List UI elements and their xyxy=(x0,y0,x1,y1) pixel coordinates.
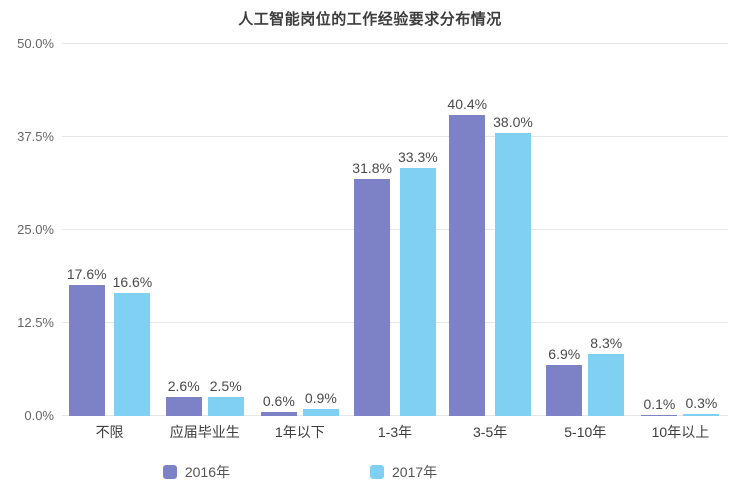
plot-area: 17.6% 16.6% 2.6% 2.5% 0.6% 0.9% 31.8% 33.3% 40.4… xyxy=(62,44,728,416)
gridline xyxy=(62,415,728,416)
bar-group-1: 17.6% 16.6% xyxy=(62,44,157,416)
bar-wrap: 31.8% xyxy=(352,160,392,416)
bar-value-label: 2.6% xyxy=(167,377,200,394)
bar-wrap: 38.0% xyxy=(493,114,533,416)
legend-swatch-2017 xyxy=(370,465,384,479)
bar-2016年[interactable] xyxy=(641,415,678,416)
bar-2016年[interactable] xyxy=(354,179,391,416)
bar-2017年[interactable] xyxy=(114,292,151,416)
bar-value-label: 38.0% xyxy=(493,114,533,131)
bar-value-label: 0.6% xyxy=(262,392,295,409)
legend-label-2016: 2016年 xyxy=(184,464,230,480)
x-axis-label: 10年以上 xyxy=(651,424,710,440)
x-axis-label: 1年以下 xyxy=(274,424,325,440)
bar-group-5: 40.4% 38.0% xyxy=(443,44,538,416)
bar-value-label: 0.3% xyxy=(685,394,718,411)
bar-value-label: 0.9% xyxy=(304,390,337,407)
x-axis-labels: 不限 应届毕业生 1年以下 1-3年 3-5年 5-10年 10年以上 xyxy=(62,422,728,442)
legend-label-2017: 2017年 xyxy=(392,464,438,480)
y-tick-label: 0.0% xyxy=(24,408,54,423)
x-axis-label: 应届毕业生 xyxy=(169,424,240,440)
bar-wrap: 2.5% xyxy=(207,378,244,416)
bar-value-label: 17.6% xyxy=(66,266,107,283)
y-tick-label: 50.0% xyxy=(17,36,54,51)
bar-group-4: 31.8% 33.3% xyxy=(347,44,442,416)
bar-2016年[interactable] xyxy=(68,285,105,416)
gridlines xyxy=(62,43,728,416)
bar-2017年[interactable] xyxy=(399,168,436,416)
bar-value-label: 33.3% xyxy=(397,149,438,166)
bar-wrap: 16.6% xyxy=(112,273,153,416)
bar-2017年[interactable] xyxy=(494,133,531,416)
bar-value-label: 31.8% xyxy=(352,160,392,177)
gridline xyxy=(62,43,728,44)
gridline xyxy=(62,136,728,137)
bar-value-label: 16.6% xyxy=(112,273,153,290)
bar-value-label: 2.5% xyxy=(209,378,242,395)
bar-value-label: 6.9% xyxy=(548,345,581,362)
gridline xyxy=(62,229,728,230)
bar-group-3: 0.6% 0.9% xyxy=(252,44,347,416)
bar-2016年[interactable] xyxy=(546,364,583,416)
legend-item-2017[interactable]: 2017年 xyxy=(370,462,437,482)
x-axis-label: 5-10年 xyxy=(564,424,607,440)
bar-group-6: 6.9% 8.3% xyxy=(538,44,633,416)
x-axis-label: 不限 xyxy=(95,424,124,440)
bar-value-label: 8.3% xyxy=(590,335,623,352)
bar-2017年[interactable] xyxy=(207,397,244,416)
bar-2017年[interactable] xyxy=(683,413,720,416)
bar-2016年[interactable] xyxy=(165,396,202,416)
chart-title: 人工智能岗位的工作经验要求分布情况 xyxy=(238,11,502,28)
bar-wrap: 40.4% xyxy=(447,96,487,416)
legend: 2016年 2017年 xyxy=(0,462,670,482)
bar-wrap: 2.6% xyxy=(165,377,202,416)
bar-2017年[interactable] xyxy=(302,409,339,416)
bar-group-2: 2.6% 2.5% xyxy=(157,44,252,416)
y-tick-label: 25.0% xyxy=(17,222,54,237)
y-tick-label: 37.5% xyxy=(17,129,54,144)
bar-2017年[interactable] xyxy=(588,354,625,416)
bar-wrap: 0.9% xyxy=(302,390,339,416)
legend-swatch-2016 xyxy=(162,465,177,479)
bar-wrap: 0.1% xyxy=(641,396,678,416)
bar-wrap: 33.3% xyxy=(398,149,438,416)
bar-wrap: 8.3% xyxy=(588,335,625,416)
y-axis: 0.0% 12.5% 25.0% 37.5% 50.0% xyxy=(0,36,54,423)
bar-2016年[interactable] xyxy=(260,411,297,416)
bar-wrap: 0.6% xyxy=(260,392,297,416)
bar-wrap: 6.9% xyxy=(546,345,583,416)
gridline xyxy=(62,322,728,323)
legend-item-2016[interactable]: 2016年 xyxy=(162,462,230,482)
x-axis-label: 3-5年 xyxy=(473,424,508,440)
bar-2016年[interactable] xyxy=(449,115,486,416)
bar-wrap: 0.3% xyxy=(683,394,720,416)
bar-group-7: 0.1% 0.3% xyxy=(633,44,728,416)
bar-value-label: 0.1% xyxy=(643,396,676,412)
y-tick-label: 12.5% xyxy=(17,315,54,330)
bar-wrap: 17.6% xyxy=(67,266,107,416)
bar-value-label: 40.4% xyxy=(447,96,488,113)
x-axis-label: 1-3年 xyxy=(377,424,413,440)
